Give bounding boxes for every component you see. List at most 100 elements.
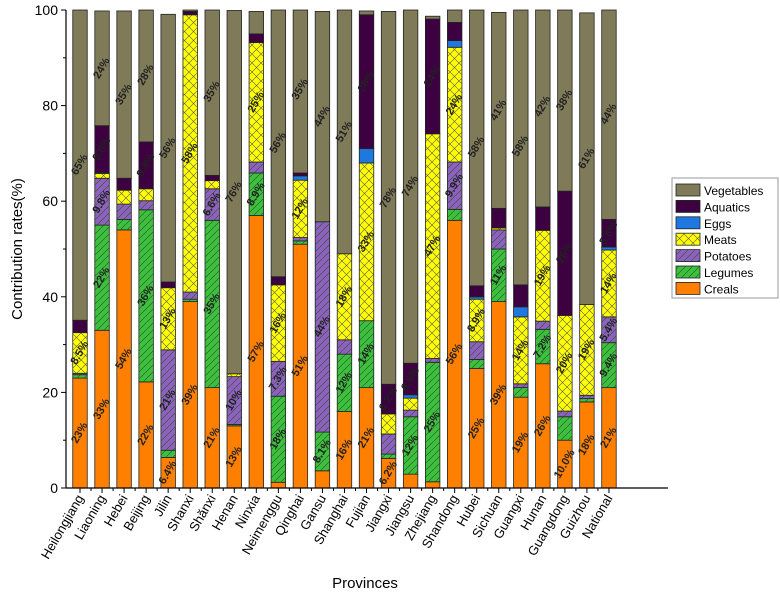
- bar-hatch-legumes: [601, 342, 617, 388]
- bar-segment-eggs: [513, 306, 529, 318]
- y-tick-label: 60: [42, 193, 58, 209]
- bar-hatch-legumes: [271, 396, 286, 483]
- bar-hatch-meats: [381, 413, 396, 434]
- bar-hatch-meats: [337, 253, 352, 340]
- data-label: 9.8%: [135, 151, 158, 179]
- bar-segment-vegetables: [336, 9, 353, 255]
- legend-label: Eggs: [704, 217, 731, 231]
- bar-hatch-meats: [535, 230, 551, 322]
- bar-segment-vegetables: [601, 9, 617, 220]
- data-label: 8.9%: [245, 180, 268, 208]
- bar-hatch-potatoes: [116, 204, 132, 220]
- bar-hatch-potatoes: [557, 411, 573, 417]
- bar-segment-vegetables: [248, 11, 264, 35]
- bar-segment-vegetables: [513, 9, 529, 286]
- data-label: 8.1%: [311, 437, 334, 465]
- y-tick-label: 20: [42, 384, 58, 400]
- bar-hatch-potatoes: [381, 433, 396, 455]
- bar-hatch-potatoes: [513, 383, 529, 388]
- legend-swatch-aquatics: [675, 199, 701, 213]
- bar-hatch-legumes: [425, 362, 440, 482]
- bar-segment-vegetables: [314, 11, 331, 223]
- bar-segment-aquatics: [182, 11, 198, 16]
- bar-segment-creals: [270, 481, 287, 489]
- bar-hatch-legumes: [491, 249, 507, 302]
- bar-segment-aquatics: [72, 319, 88, 334]
- bar-hatch-meats: [491, 227, 507, 230]
- x-axis-title: Provinces: [332, 575, 398, 592]
- bar-segment-creals: [424, 481, 441, 489]
- bar-segment-vegetables: [138, 9, 154, 143]
- bar-segment-creals: [402, 473, 419, 489]
- bar-hatch-meats: [116, 190, 132, 205]
- bar-hatch-meats: [359, 162, 374, 321]
- bar-segment-creals: [314, 470, 331, 489]
- data-label: 5.4%: [597, 316, 620, 344]
- bar-hatch-meats: [72, 332, 88, 374]
- bar-hatch-meats: [447, 47, 462, 163]
- bar-hatch-meats: [138, 188, 154, 201]
- bar-hatch-potatoes: [535, 321, 551, 330]
- legend-hatch: [676, 266, 700, 278]
- bar-segment-aquatics: [513, 284, 529, 308]
- y-axis-title: Contribution rates(%): [9, 178, 26, 320]
- bar-segment-vegetables: [424, 15, 441, 20]
- bar-hatch-potatoes: [138, 200, 154, 210]
- bar-hatch-meats: [94, 173, 110, 179]
- bar-hatch-meats: [557, 315, 573, 412]
- bar-segment-vegetables: [535, 9, 551, 208]
- data-label: 9.9%: [443, 172, 466, 200]
- data-label: 6.2%: [377, 385, 400, 413]
- bar-hatch-meats: [249, 42, 264, 163]
- bar-segment-aquatics: [160, 281, 176, 289]
- bar-segment-aquatics: [270, 276, 287, 286]
- bar-hatch-legumes: [227, 424, 242, 426]
- bar-segment-vegetables: [358, 10, 375, 16]
- y-tick-label: 0: [50, 480, 58, 496]
- bar-hatch-legumes: [447, 209, 462, 221]
- bar-hatch-legumes: [72, 374, 88, 379]
- data-label: 5.8%: [597, 219, 620, 247]
- bar-segment-vegetables: [270, 9, 287, 278]
- bar-segment-eggs: [601, 246, 617, 251]
- legend-label: Legumes: [704, 266, 753, 280]
- bar-segment-eggs: [358, 148, 375, 164]
- bar-segment-vegetables: [94, 10, 110, 127]
- bar-segment-aquatics: [535, 206, 551, 231]
- bar-hatch-potatoes: [403, 410, 418, 417]
- bar-hatch-legumes: [204, 220, 220, 388]
- bar-hatch-potatoes: [249, 162, 264, 173]
- bar-hatch-potatoes: [271, 361, 286, 397]
- bar-segment-aquatics: [116, 177, 132, 191]
- bar-hatch-legumes: [469, 359, 484, 369]
- bar-hatch-potatoes: [579, 395, 595, 399]
- bar-hatch-legumes: [337, 354, 352, 412]
- data-label: 8.9%: [465, 306, 488, 334]
- bar-hatch-legumes: [160, 450, 176, 458]
- bar-hatch-potatoes: [182, 292, 198, 300]
- bar-hatch-meats: [160, 287, 176, 350]
- legend-label: Aquatics: [704, 200, 750, 214]
- data-label: 8.5%: [68, 339, 91, 367]
- legend-label: Creals: [704, 282, 739, 296]
- bar-hatch-potatoes: [227, 376, 242, 425]
- bar-hatch-potatoes: [491, 229, 507, 249]
- bar-segment-vegetables: [226, 10, 242, 375]
- data-label: 6.2%: [377, 459, 400, 487]
- bar-hatch-potatoes: [469, 341, 484, 360]
- bar-segment-vegetables: [380, 11, 397, 385]
- bar-hatch-meats: [601, 249, 617, 317]
- bar-segment-vegetables: [292, 9, 309, 174]
- bar-segment-vegetables: [116, 10, 132, 179]
- legend-swatch-creals: [675, 281, 701, 295]
- bar-segment-aquatics: [204, 174, 220, 182]
- bar-hatch-potatoes: [425, 358, 440, 363]
- bar-segment-vegetables: [204, 9, 220, 176]
- data-label: 6.4%: [157, 459, 180, 487]
- bar-hatch-potatoes: [160, 349, 176, 451]
- bar-hatch-potatoes: [447, 162, 462, 210]
- data-label: 9.8%: [90, 188, 113, 216]
- bar-segment-vegetables: [579, 12, 595, 305]
- y-tick-label: 40: [42, 289, 58, 305]
